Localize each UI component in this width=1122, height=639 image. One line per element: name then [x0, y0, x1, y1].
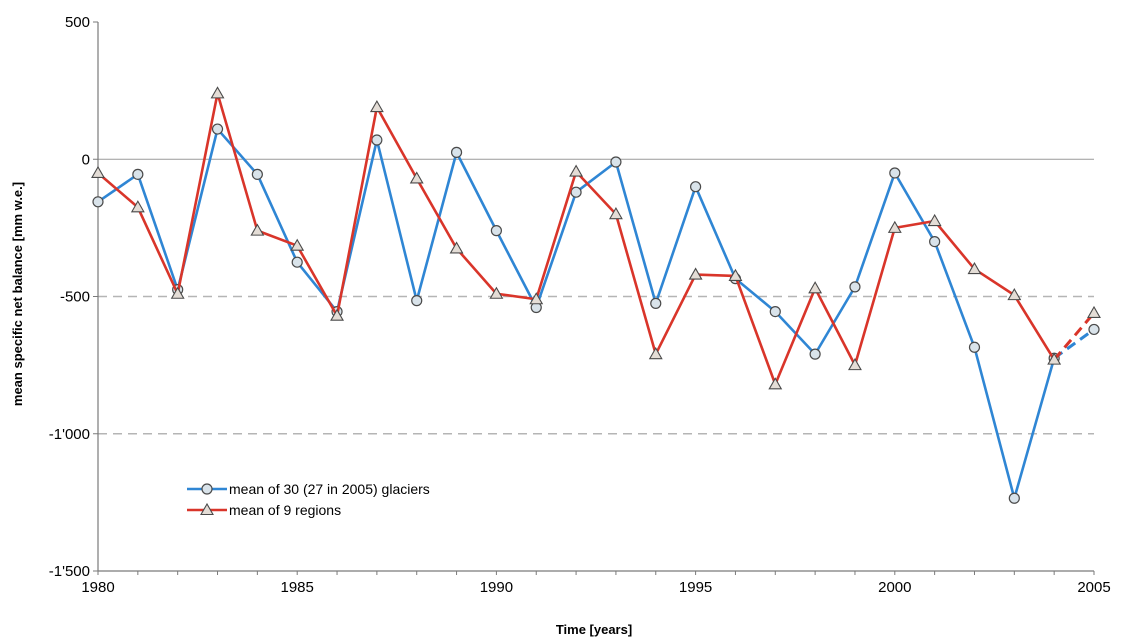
series-lines [91, 86, 1101, 504]
data-point [608, 207, 623, 220]
data-point [330, 308, 344, 321]
data-point [967, 261, 982, 275]
data-point [848, 358, 862, 371]
data-point [570, 186, 582, 198]
tick-labels: -1'500 -1'000 -500 0 500 1980 1985 1990 1995 2000… [49, 14, 1111, 596]
x-tick-label: 1980 [81, 579, 114, 596]
data-point [769, 305, 781, 318]
data-point [409, 171, 424, 184]
data-point [92, 196, 104, 208]
y-tick-label: -1'000 [49, 426, 90, 443]
data-point [250, 223, 265, 236]
y-axis-title: mean specific net balance [mm w.e.] [10, 182, 25, 406]
y-tick-label: 500 [65, 14, 90, 31]
data-point [809, 348, 821, 360]
data-point [1047, 352, 1062, 365]
data-point [968, 341, 981, 353]
data-point [610, 156, 622, 168]
data-point [569, 164, 584, 177]
x-tick-label: 1985 [281, 579, 314, 596]
data-point [489, 286, 504, 299]
series-line [97, 127, 1056, 500]
data-point [290, 238, 305, 251]
data-point [449, 241, 464, 254]
data-point [849, 281, 861, 293]
legend-marker [201, 483, 213, 495]
x-axis-title: Time [years] [556, 622, 632, 637]
data-point [251, 168, 263, 180]
data-point [808, 281, 823, 294]
legend-label: mean of 30 (27 in 2005) glaciers [229, 481, 430, 497]
data-point [728, 268, 743, 281]
legend: mean of 30 (27 in 2005) glaciers mean of … [187, 481, 430, 518]
data-point [689, 181, 702, 193]
y-tick-label: -500 [60, 289, 90, 306]
data-point [132, 168, 144, 180]
x-tick-label: 2005 [1077, 579, 1110, 596]
data-point [650, 297, 662, 309]
x-tick-label: 1995 [679, 579, 712, 596]
data-point [291, 256, 303, 268]
data-point [529, 292, 544, 305]
y-tick-label: 0 [82, 151, 90, 168]
axes [93, 21, 1095, 575]
data-point [1088, 323, 1100, 336]
data-point [91, 165, 105, 179]
grid-lines [98, 158, 1094, 435]
x-tick-label: 2000 [878, 579, 911, 596]
data-point [411, 295, 423, 307]
data-point [688, 267, 703, 280]
data-point [648, 347, 663, 360]
data-point [1007, 288, 1022, 301]
data-point [130, 200, 145, 213]
data-point [490, 225, 502, 237]
data-point [369, 99, 384, 113]
legend-label: mean of 9 regions [229, 502, 341, 518]
data-point [1008, 492, 1020, 504]
data-point [768, 377, 783, 390]
data-point [1087, 305, 1101, 319]
y-tick-label: -1'500 [49, 563, 90, 580]
series-line [97, 92, 1056, 386]
legend-marker [200, 502, 214, 516]
x-tick-label: 1990 [480, 579, 513, 596]
data-point [170, 286, 185, 299]
data-point [927, 213, 942, 227]
data-point [211, 123, 224, 135]
data-point [887, 220, 902, 233]
data-point [371, 134, 383, 146]
series-2 [91, 86, 1101, 390]
data-point [929, 236, 941, 248]
data-point [210, 86, 225, 99]
data-point [450, 146, 463, 158]
data-point [889, 167, 901, 179]
series-line-2005 [1053, 311, 1096, 361]
